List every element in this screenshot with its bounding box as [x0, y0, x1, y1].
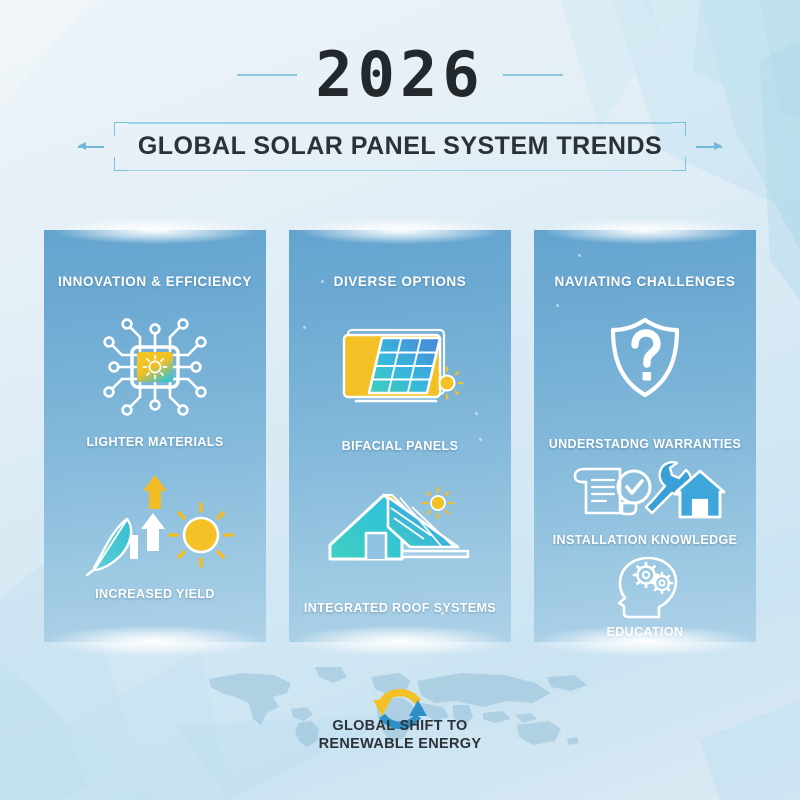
decor-dot: [578, 254, 581, 257]
item-label: EDUCATION: [606, 625, 684, 639]
world-map-icon: [209, 667, 587, 747]
frame-corner-bottom-right: [672, 157, 687, 171]
item-increased-yield[interactable]: INCREASED YIELD: [75, 469, 235, 601]
year-row: 2026: [0, 44, 800, 106]
columns-container: INNOVATION & EFFICIENCY: [0, 230, 800, 642]
item-label: BIFACIAL PANELS: [341, 439, 459, 453]
solar-roof-house-icon: [318, 481, 482, 577]
page-title-year: 2026: [315, 38, 485, 111]
frame-corner-top-right: [672, 122, 687, 136]
head-gears-icon: [602, 557, 688, 619]
arrow-right-icon: [696, 142, 723, 151]
panel-diverse-options[interactable]: DIVERSE OPTIONS: [289, 230, 511, 642]
yellow-up-arrow: [143, 475, 167, 509]
item-integrated-roof-systems[interactable]: INTEGRATED ROOF SYSTEMS: [304, 481, 496, 615]
decor-dot: [479, 438, 482, 441]
frame-corner-top-left: [113, 122, 128, 136]
year-rule-left: [237, 74, 298, 76]
panel-innovation-efficiency[interactable]: INNOVATION & EFFICIENCY: [44, 230, 266, 642]
panel-title: INNOVATION & EFFICIENCY: [57, 274, 253, 289]
item-education[interactable]: EDUCATION: [602, 557, 688, 639]
subtitle-frame: GLOBAL SOLAR PANEL SYSTEM TRENDS: [113, 122, 687, 171]
item-label: INSTALLATION KNOWLEDGE: [552, 533, 738, 547]
panel-navigating-challenges[interactable]: NAVIATING CHALLENGES UNDERSTADNG WARRANT…: [534, 230, 756, 642]
subtitle-row: GLOBAL SOLAR PANEL SYSTEM TRENDS: [0, 122, 800, 171]
item-label: UNDERSTADNG WARRANTIES: [548, 437, 742, 451]
item-installation-knowledge[interactable]: INSTALLATION KNOWLEDGE: [553, 459, 738, 547]
item-understanding-warranties[interactable]: UNDERSTADNG WARRANTIES: [549, 315, 742, 451]
footer: [0, 660, 800, 770]
panel-title: DIVERSE OPTIONS: [333, 274, 467, 289]
scroll-wrench-house-icon: [564, 459, 726, 525]
year-rule-right: [502, 74, 563, 76]
item-label: INTEGRATED ROOF SYSTEMS: [303, 601, 497, 615]
arrow-left-icon: [77, 142, 104, 151]
solar-microchip-icon: [96, 311, 214, 423]
panel-title: NAVIATING CHALLENGES: [554, 274, 736, 289]
shield-question-icon: [605, 315, 685, 401]
page-subtitle: GLOBAL SOLAR PANEL SYSTEM TRENDS: [137, 132, 663, 160]
decor-dot: [303, 326, 306, 329]
header: 2026 GLOBAL SOLAR PANEL SYSTEM TRENDS: [0, 44, 800, 171]
decor-dot: [321, 280, 324, 283]
decor-dot: [556, 304, 559, 307]
item-lighter-materials[interactable]: LIGHTER MATERIALS: [86, 311, 223, 449]
item-label: LIGHTER MATERIALS: [86, 435, 224, 449]
frame-edge-bottom: [127, 169, 673, 171]
frame-edge-top: [127, 122, 673, 124]
decor-dot: [475, 412, 478, 415]
footer-caption-line1: GLOBAL SHIFT TO: [332, 718, 468, 734]
recycle-loop-icon: [363, 676, 437, 753]
footer-caption-line2: RENEWABLE ENERGY: [318, 735, 482, 752]
feather-arrow-sun-icon: [75, 469, 235, 577]
item-label: INCREASED YIELD: [95, 587, 215, 601]
frame-corner-bottom-left: [113, 157, 128, 171]
item-bifacial-panels[interactable]: BIFACIAL PANELS: [336, 325, 464, 453]
footer-caption: GLOBAL SHIFT TO RENEWABLE ENERGY: [0, 718, 800, 753]
bifacial-solar-panel-icon: [336, 325, 464, 417]
